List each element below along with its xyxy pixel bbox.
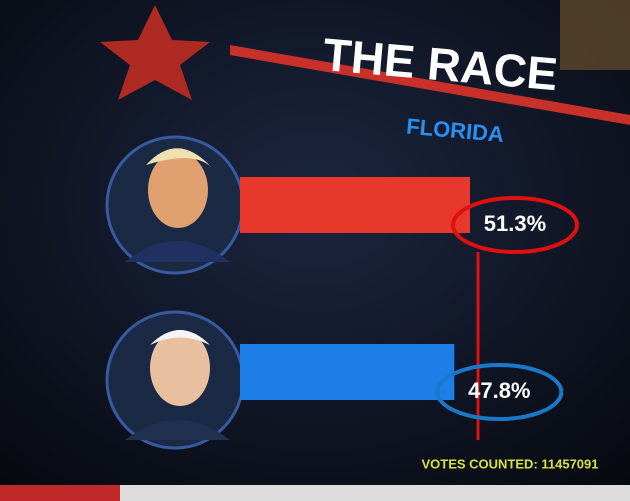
ticker-logo bbox=[0, 485, 120, 501]
value-label: 47.8% bbox=[468, 378, 530, 403]
candidate-photo bbox=[105, 135, 245, 275]
background-wall bbox=[560, 0, 630, 70]
bar bbox=[240, 344, 455, 400]
star bbox=[100, 5, 210, 100]
candidate-photo bbox=[105, 310, 245, 450]
ticker bbox=[0, 485, 630, 501]
annotation-ellipse bbox=[435, 363, 564, 421]
header-stripe bbox=[230, 45, 630, 125]
annotation-ellipse bbox=[451, 196, 579, 254]
votes-counted: VOTES COUNTED: 11457091 bbox=[421, 456, 598, 471]
bar bbox=[240, 177, 470, 233]
value-label: 51.3% bbox=[484, 211, 546, 236]
